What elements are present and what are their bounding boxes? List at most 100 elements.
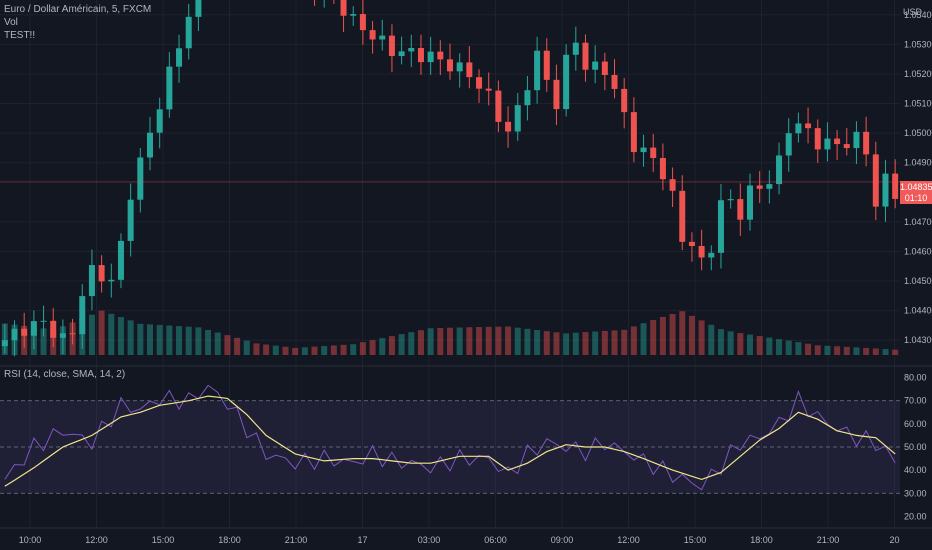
volume-bar — [630, 326, 637, 355]
last-price-tag: 1.04835 — [900, 181, 932, 193]
candle-body — [69, 333, 76, 335]
candle-body — [756, 185, 763, 189]
test-legend[interactable]: TEST!! — [4, 30, 36, 41]
candle-body — [824, 138, 831, 150]
volume-bar — [485, 326, 492, 355]
rsi-axis[interactable]: 80.00 70.00 60.00 50.00 40.00 30.00 20.00 — [904, 373, 927, 522]
currency-label: USD — [903, 7, 923, 17]
candle-body — [437, 51, 444, 60]
volume-bar — [505, 326, 512, 355]
candle-body — [59, 333, 66, 338]
volume-bar — [253, 343, 260, 355]
volume-bar — [863, 347, 870, 355]
volume-bar — [388, 336, 395, 355]
time-axis[interactable]: 10:00 12:00 15:00 18:00 21:00 17 03:00 06:00 09:… — [19, 535, 900, 545]
candle-body — [21, 328, 28, 336]
candle-body — [708, 252, 715, 258]
candle-body — [572, 42, 579, 55]
volume-bar — [892, 349, 899, 355]
candle-body — [882, 173, 889, 207]
candle-body — [369, 30, 376, 40]
volume-bar — [340, 344, 347, 355]
time-tick-label: 10:00 — [19, 535, 42, 545]
candle-body — [456, 62, 463, 72]
time-tick-label: 06:00 — [484, 535, 507, 545]
candle-body — [427, 51, 434, 63]
candle-body — [737, 199, 744, 220]
candle-body — [669, 179, 676, 191]
price-tick-label: 1.05200 — [904, 69, 932, 79]
price-axis[interactable]: 1.05400 1.05300 1.05200 1.05100 1.05000 1.049… — [904, 10, 932, 345]
candle-body — [534, 50, 541, 91]
candle-body — [408, 47, 415, 52]
volume-bar — [747, 334, 753, 355]
candle-body — [795, 123, 802, 134]
volume-bar — [330, 345, 337, 355]
candle-body — [466, 62, 473, 78]
candle-body — [176, 48, 183, 67]
volume-bar — [224, 335, 231, 355]
volume-bar — [776, 339, 783, 355]
time-tick-label: 18:00 — [750, 535, 773, 545]
price-tick-label: 1.04600 — [904, 246, 932, 256]
candle-body — [417, 47, 424, 63]
volume-bar — [756, 336, 763, 355]
volume-bar — [534, 329, 541, 355]
volume-bar — [195, 327, 202, 355]
rsi-legend[interactable]: RSI (14, close, SMA, 14, 2) — [4, 369, 126, 380]
countdown-tag: 01:10 — [900, 192, 932, 204]
volume-bar — [398, 334, 405, 355]
volume-bar — [369, 340, 376, 355]
volume-bar — [814, 345, 821, 355]
volume-bar — [379, 338, 386, 355]
candle-body — [640, 147, 647, 153]
volume-bar — [408, 332, 415, 355]
candle-body — [388, 35, 395, 57]
candle-body — [747, 185, 753, 220]
volume-bar — [572, 332, 579, 355]
candle-body — [137, 157, 144, 200]
volume-bar — [843, 346, 850, 355]
volume-bar — [88, 314, 95, 355]
candle-body — [340, 0, 347, 16]
volume-bar — [872, 348, 879, 355]
candle-body — [156, 109, 163, 133]
time-tick-label: 12:00 — [617, 535, 640, 545]
time-tick-label: 21:00 — [285, 535, 308, 545]
volume-bar — [456, 327, 463, 355]
volume-bar — [476, 327, 483, 355]
volume-bar — [766, 337, 773, 355]
volume-bar — [214, 332, 221, 355]
volume-bar — [659, 316, 666, 355]
volume-legend[interactable]: Vol — [4, 17, 18, 28]
price-tick-label: 1.05000 — [904, 128, 932, 138]
volume-bar — [543, 331, 550, 355]
candle-body — [650, 147, 657, 158]
candle-body — [359, 14, 366, 31]
candle-body — [108, 279, 115, 282]
volume-bar — [834, 346, 841, 355]
volume-bar — [514, 327, 521, 355]
volume-bar — [282, 346, 289, 355]
time-tick-label: 17 — [357, 535, 367, 545]
volume-bar — [698, 320, 705, 355]
volume-bar — [737, 333, 744, 355]
time-tick-label: 21:00 — [817, 535, 840, 545]
volume-bar — [669, 314, 676, 355]
candle-body — [630, 112, 637, 153]
candle-body — [1, 340, 8, 347]
symbol-legend[interactable]: Euro / Dollar Américain, 5, FXCM — [4, 4, 152, 15]
candle-body — [688, 241, 695, 247]
candle-body — [592, 61, 599, 70]
time-tick-label: 12:00 — [85, 535, 108, 545]
rsi-tick-label: 30.00 — [904, 488, 927, 498]
candle-body — [872, 154, 879, 207]
candle-body — [495, 90, 502, 122]
volume-bars — [1, 310, 899, 355]
candle-body — [621, 88, 628, 113]
price-tick-label: 1.05100 — [904, 99, 932, 109]
volume-bar — [785, 340, 792, 355]
candle-body — [11, 328, 18, 341]
candle-body — [543, 50, 550, 80]
